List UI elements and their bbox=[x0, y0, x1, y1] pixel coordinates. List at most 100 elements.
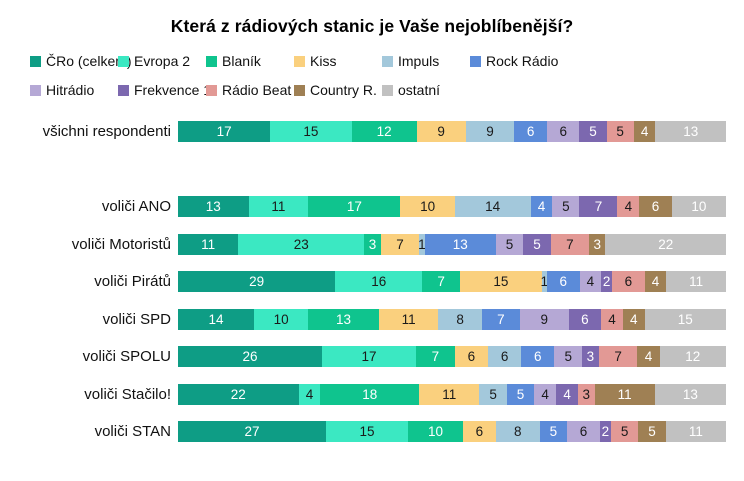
legend-item-kiss: Kiss bbox=[294, 51, 382, 71]
bar-segment-country-r: 4 bbox=[622, 308, 645, 330]
chart-row-volici-spolu: voliči SPOLU 26 17 7 6 6 6 5 3 7 4 12 bbox=[0, 346, 727, 367]
legend-item-frekvence-1: Frekvence 1 bbox=[118, 80, 211, 100]
bar-segment-evropa-2: 15 bbox=[270, 121, 352, 142]
bar-segment-rock-radio: 5 bbox=[506, 383, 535, 405]
legend-swatch-icon bbox=[294, 55, 305, 67]
stacked-bar: 22 4 18 11 5 5 4 4 3 11 13 bbox=[178, 383, 727, 405]
bar-segment-kiss: 11 bbox=[378, 308, 439, 330]
row-label: voliči Pirátů bbox=[94, 273, 171, 290]
bar-segment-hitradio: 6 bbox=[546, 121, 580, 142]
chart-rows: všichni respondenti 17 15 12 9 9 6 6 5 5 4 13 voliči… bbox=[0, 121, 744, 442]
bar-segment-hitradio: 6 bbox=[567, 421, 600, 442]
bar-segment-kiss: 9 bbox=[416, 121, 466, 142]
bar-segment-blanik: 7 bbox=[422, 271, 461, 292]
bar-segment-impuls: 5 bbox=[479, 383, 507, 405]
bar-segment-evropa-2: 10 bbox=[253, 308, 309, 330]
chart-row-volici-stacilo: voliči Stačilo! 22 4 18 11 5 5 4 4 3 11 13 bbox=[0, 383, 727, 405]
bar-segment-country-r: 3 bbox=[589, 233, 606, 255]
legend-item-blanik: Blaník bbox=[206, 51, 294, 71]
legend-label: Impuls bbox=[398, 53, 440, 69]
legend-label: Frekvence 1 bbox=[134, 82, 212, 98]
legend-swatch-icon bbox=[294, 84, 305, 96]
bar-segment-hitradio: 5 bbox=[552, 196, 580, 217]
stacked-bar: 13 11 17 10 14 4 5 7 4 6 10 bbox=[178, 196, 726, 217]
bar-segment-radio-beat: 7 bbox=[598, 346, 638, 367]
bar-segment-country-r: 6 bbox=[639, 196, 672, 217]
row-label: voliči SPOLU bbox=[82, 348, 171, 365]
bar-segment-kiss: 10 bbox=[400, 196, 455, 217]
bar-segment-evropa-2: 16 bbox=[335, 271, 423, 292]
row-label: voliči STAN bbox=[94, 423, 171, 440]
stacked-bar: 14 10 13 11 8 7 9 6 4 4 15 bbox=[178, 308, 726, 330]
bar-segment-frekvence-1: 4 bbox=[556, 383, 579, 405]
legend-label: Blaník bbox=[222, 53, 261, 69]
bar-segment-cro-celkem: 27 bbox=[178, 421, 326, 442]
bar-segment-impuls: 6 bbox=[487, 346, 522, 367]
bar-segment-radio-beat: 6 bbox=[612, 271, 645, 292]
bar-segment-country-r: 4 bbox=[637, 346, 660, 367]
bar-segment-ostatni: 11 bbox=[666, 271, 726, 292]
bar-segment-ostatni: 12 bbox=[659, 346, 727, 367]
bar-segment-country-r: 11 bbox=[594, 383, 655, 405]
bar-segment-ostatni: 22 bbox=[605, 233, 727, 255]
bar-segment-ostatni: 15 bbox=[644, 308, 726, 330]
legend-swatch-icon bbox=[118, 55, 129, 67]
bar-segment-blanik: 3 bbox=[364, 233, 381, 255]
stacked-bar: 11 23 3 7 1 13 5 5 7 3 22 bbox=[178, 233, 727, 255]
bar-segment-cro-celkem: 22 bbox=[178, 383, 299, 405]
stacked-bar: 27 15 10 6 8 5 6 2 5 5 11 bbox=[178, 421, 726, 442]
bar-segment-country-r: 4 bbox=[633, 121, 656, 142]
bar-segment-kiss: 6 bbox=[462, 421, 496, 442]
row-label: voliči SPD bbox=[102, 310, 171, 328]
legend-item-ostatni: ostatní bbox=[382, 80, 470, 100]
bar-segment-blanik: 10 bbox=[408, 421, 463, 442]
legend-swatch-icon bbox=[382, 55, 393, 67]
bar-segment-blanik: 7 bbox=[416, 346, 455, 367]
chart-row-volici-stan: voliči STAN 27 15 10 6 8 5 6 2 5 5 11 bbox=[0, 421, 726, 442]
legend-label: Hitrádio bbox=[46, 82, 95, 98]
bar-segment-ostatni: 10 bbox=[671, 196, 726, 217]
bar-segment-frekvence-1: 3 bbox=[582, 346, 599, 367]
legend-item-radio-beat: Rádio Beat bbox=[206, 80, 294, 100]
bar-segment-kiss: 11 bbox=[419, 383, 480, 405]
bar-segment-ostatni: 13 bbox=[654, 383, 727, 405]
bar-segment-evropa-2: 4 bbox=[298, 383, 321, 405]
stacked-bar: 29 16 7 15 1 6 4 2 6 4 11 bbox=[178, 271, 726, 292]
legend-label: Kiss bbox=[310, 53, 337, 69]
chart-row-volici-motoristu: voliči Motoristů 11 23 3 7 1 13 5 5 7 3 22 bbox=[0, 233, 727, 255]
bar-segment-impuls: 8 bbox=[495, 421, 540, 442]
legend-label: ostatní bbox=[398, 82, 441, 98]
bar-segment-ostatni: 13 bbox=[655, 121, 726, 142]
bar-segment-frekvence-1: 5 bbox=[523, 233, 551, 255]
legend-swatch-icon bbox=[206, 55, 217, 67]
bar-segment-rock-radio: 6 bbox=[521, 346, 555, 367]
bar-segment-frekvence-1: 7 bbox=[579, 196, 618, 217]
bar-segment-radio-beat: 3 bbox=[578, 383, 595, 405]
bar-segment-radio-beat: 4 bbox=[601, 308, 623, 330]
legend-swatch-icon bbox=[30, 55, 41, 67]
bar-segment-kiss: 15 bbox=[460, 271, 542, 292]
bar-segment-evropa-2: 15 bbox=[325, 421, 409, 442]
bar-segment-rock-radio: 6 bbox=[546, 271, 580, 292]
legend-item-impuls: Impuls bbox=[382, 51, 470, 71]
bar-segment-rock-radio: 5 bbox=[539, 421, 568, 442]
bar-segment-kiss: 6 bbox=[454, 346, 488, 367]
bar-segment-blanik: 12 bbox=[351, 121, 417, 142]
row-label: voliči Motoristů bbox=[71, 235, 171, 253]
legend-swatch-icon bbox=[382, 84, 393, 96]
bar-segment-cro-celkem: 13 bbox=[178, 196, 249, 217]
bar-segment-blanik: 17 bbox=[308, 196, 401, 217]
bar-segment-blanik: 18 bbox=[320, 383, 420, 405]
bar-segment-impuls: 14 bbox=[454, 196, 531, 217]
chart-title: Která z rádiových stanic je Vaše nejoblí… bbox=[170, 16, 574, 36]
legend-item-rock-radio: Rock Rádio bbox=[470, 51, 558, 71]
legend-item-cro-celkem: ČRo (celkem) bbox=[30, 51, 132, 71]
legend: ČRo (celkem) Evropa 2 Blaník Kiss Impuls Rock… bbox=[30, 51, 744, 100]
chart-row-volici-spd: voliči SPD 14 10 13 11 8 7 9 6 4 4 15 bbox=[0, 308, 726, 330]
legend-item-country-r: Country R. bbox=[294, 80, 382, 100]
bar-segment-radio-beat: 5 bbox=[610, 421, 639, 442]
bar-segment-frekvence-1: 5 bbox=[579, 121, 607, 142]
legend-swatch-icon bbox=[470, 55, 481, 67]
legend-label: Rock Rádio bbox=[486, 53, 559, 69]
